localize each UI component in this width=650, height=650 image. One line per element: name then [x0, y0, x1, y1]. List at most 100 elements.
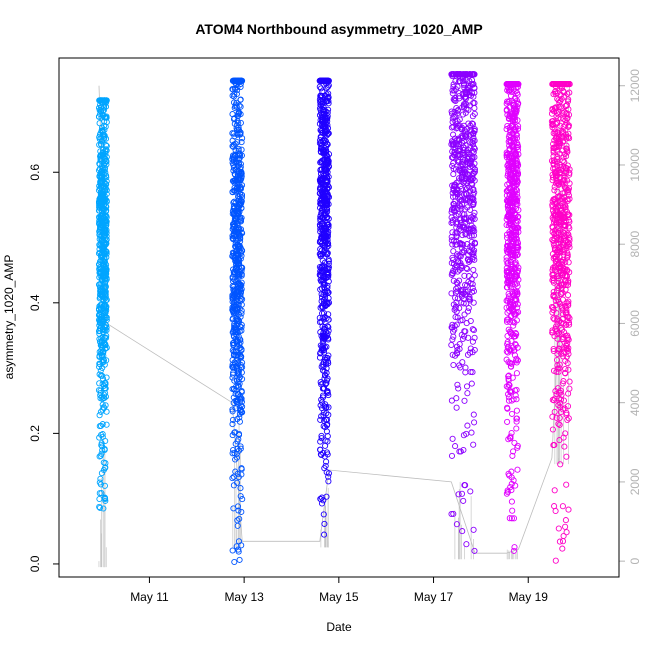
scatter-cluster: [95, 97, 110, 512]
data-point: [466, 175, 473, 182]
data-point: [101, 279, 109, 287]
data-point: [503, 318, 511, 325]
data-point: [321, 314, 328, 321]
y2-tick-label: 8000: [628, 231, 642, 258]
data-point: [452, 198, 459, 205]
data-point: [96, 504, 104, 511]
data-point: [234, 517, 241, 524]
data-point: [469, 181, 476, 188]
data-point: [324, 175, 331, 182]
data-point: [560, 378, 567, 385]
plot-frame: [58, 57, 620, 578]
data-point: [512, 117, 519, 124]
data-point: [325, 93, 332, 100]
data-point: [323, 249, 330, 256]
data-point: [232, 456, 239, 463]
data-point: [316, 176, 323, 183]
data-point: [550, 292, 557, 299]
y2-tick-label: 0: [628, 557, 642, 564]
data-point: [231, 359, 238, 366]
data-point: [512, 136, 519, 143]
data-point: [323, 377, 330, 384]
x-tick-label: May 11: [130, 590, 169, 604]
data-point: [97, 217, 104, 224]
data-point: [100, 404, 107, 411]
data-point: [505, 279, 512, 286]
data-point: [509, 507, 516, 514]
data-point: [233, 383, 240, 390]
data-point: [563, 529, 570, 536]
data-point: [233, 543, 240, 550]
data-point: [323, 369, 330, 376]
data-point: [325, 273, 332, 280]
data-point: [236, 280, 243, 287]
data-point: [325, 470, 332, 477]
data-point: [456, 78, 463, 85]
data-point: [513, 359, 520, 366]
data-point: [454, 268, 461, 275]
data-point: [470, 526, 477, 533]
data-point: [510, 155, 517, 162]
data-point: [549, 81, 556, 88]
data-point: [557, 211, 564, 218]
data-point: [450, 96, 457, 103]
data-point: [510, 547, 517, 554]
data-point: [230, 130, 237, 137]
data-point: [230, 505, 237, 512]
data-point: [96, 353, 103, 360]
data-point: [455, 135, 462, 142]
scatter-cluster: [229, 77, 246, 566]
data-point: [234, 305, 241, 312]
data-point: [318, 396, 325, 403]
data-point: [507, 305, 515, 312]
data-point: [557, 169, 564, 176]
y2-tick-label: 6000: [628, 310, 642, 337]
data-point: [449, 254, 456, 261]
data-point: [324, 94, 331, 101]
data-point: [556, 421, 563, 428]
data-point: [558, 170, 565, 177]
data-point: [232, 348, 239, 355]
data-point: [551, 333, 558, 340]
data-point: [321, 334, 328, 341]
data-point: [505, 397, 513, 404]
data-point: [320, 497, 327, 504]
data-point: [99, 358, 106, 365]
data-point: [323, 84, 330, 91]
data-point: [100, 505, 107, 512]
data-point: [230, 232, 237, 239]
data-point: [504, 81, 511, 88]
data-point: [553, 219, 560, 226]
data-point: [96, 495, 103, 503]
data-point: [452, 352, 459, 359]
data-point: [471, 209, 478, 216]
data-point: [232, 468, 239, 475]
data-point: [564, 292, 572, 299]
data-point: [101, 242, 109, 249]
data-point: [563, 142, 570, 149]
data-point: [324, 233, 331, 240]
data-point: [514, 213, 521, 221]
data-point: [448, 271, 455, 278]
data-point: [323, 127, 330, 134]
data-point: [503, 154, 510, 161]
data-point: [564, 416, 571, 424]
data-point: [503, 246, 510, 253]
data-point: [324, 206, 331, 213]
data-point: [103, 236, 110, 243]
data-point: [449, 115, 456, 122]
data-point: [468, 245, 476, 252]
data-point: [564, 334, 571, 341]
data-point: [470, 137, 477, 145]
data-point: [509, 452, 516, 459]
data-point: [96, 236, 103, 243]
data-point: [462, 364, 469, 371]
data-point: [550, 149, 557, 156]
data-point: [562, 286, 569, 293]
data-point: [565, 415, 572, 422]
data-point: [508, 487, 515, 494]
data-point: [102, 402, 109, 409]
data-point: [95, 387, 103, 394]
data-point: [325, 258, 332, 265]
data-point: [514, 466, 521, 473]
